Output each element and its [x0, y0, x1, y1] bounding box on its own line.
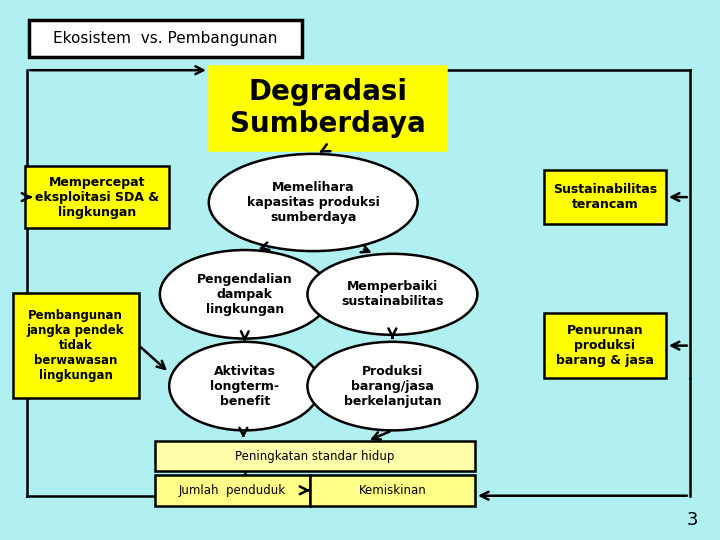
Ellipse shape: [169, 342, 320, 430]
Text: Mempercepat
eksploitasi SDA &
lingkungan: Mempercepat eksploitasi SDA & lingkungan: [35, 176, 159, 219]
FancyBboxPatch shape: [155, 441, 475, 471]
Text: Penurunan
produksi
barang & jasa: Penurunan produksi barang & jasa: [556, 324, 654, 367]
Text: Pengendalian
dampak
lingkungan: Pengendalian dampak lingkungan: [197, 273, 292, 316]
Text: Sustainabilitas
terancam: Sustainabilitas terancam: [553, 183, 657, 211]
FancyBboxPatch shape: [29, 20, 302, 57]
FancyBboxPatch shape: [310, 475, 475, 506]
Text: Degradasi
Sumberdaya: Degradasi Sumberdaya: [230, 78, 426, 138]
Ellipse shape: [307, 254, 477, 335]
Text: Memelihara
kapasitas produksi
sumberdaya: Memelihara kapasitas produksi sumberdaya: [247, 181, 379, 224]
FancyBboxPatch shape: [25, 166, 169, 228]
Text: Produksi
barang/jasa
berkelanjutan: Produksi barang/jasa berkelanjutan: [343, 364, 441, 408]
Text: Aktivitas
longterm-
benefit: Aktivitas longterm- benefit: [210, 364, 279, 408]
Ellipse shape: [160, 250, 330, 339]
Text: Jumlah  penduduk: Jumlah penduduk: [179, 484, 286, 497]
Ellipse shape: [307, 342, 477, 430]
FancyBboxPatch shape: [544, 313, 666, 378]
Text: Memperbaiki
sustainabilitas: Memperbaiki sustainabilitas: [341, 280, 444, 308]
FancyBboxPatch shape: [209, 66, 446, 150]
Text: Kemiskinan: Kemiskinan: [359, 484, 426, 497]
FancyBboxPatch shape: [13, 293, 138, 399]
Text: Peningkatan standar hidup: Peningkatan standar hidup: [235, 449, 395, 463]
Text: 3: 3: [687, 511, 698, 529]
FancyBboxPatch shape: [544, 170, 666, 224]
Text: Pembangunan
jangka pendek
tidak
berwawasan
lingkungan: Pembangunan jangka pendek tidak berwawas…: [27, 309, 125, 382]
Text: Ekosistem  vs. Pembangunan: Ekosistem vs. Pembangunan: [53, 31, 278, 46]
FancyBboxPatch shape: [155, 475, 310, 506]
Ellipse shape: [209, 154, 418, 251]
